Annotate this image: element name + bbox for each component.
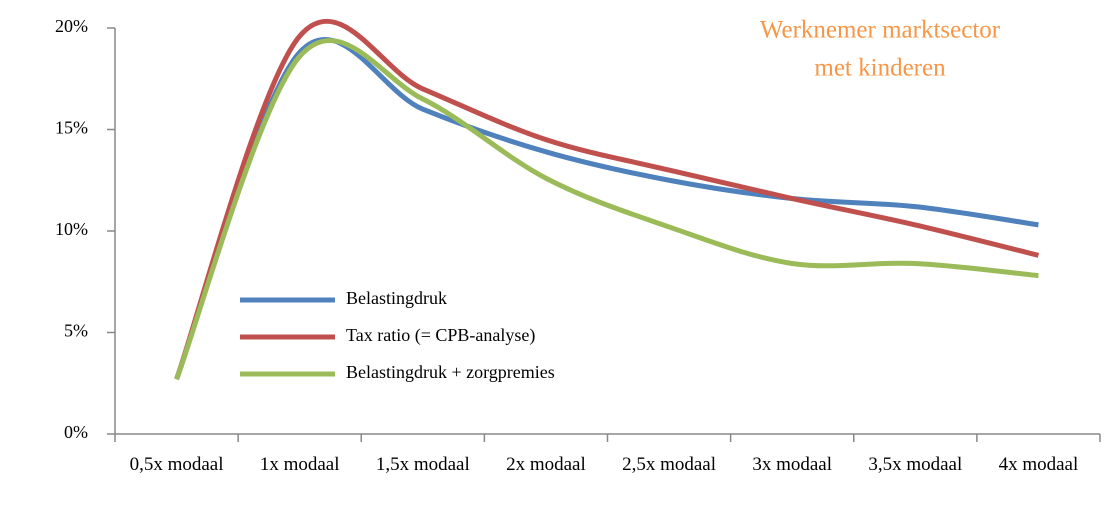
annotation: met kinderen xyxy=(814,55,946,82)
y-tick-label: 20% xyxy=(55,16,88,36)
series-line xyxy=(174,18,1040,381)
y-tick-label: 5% xyxy=(64,321,88,341)
x-tick-label: 1x modaal xyxy=(259,454,340,475)
annotation: Werknemer marktsector xyxy=(760,17,1001,44)
y-tick-label: 0% xyxy=(64,422,88,442)
x-tick-label: 2,5x modaal xyxy=(622,454,717,475)
series-line xyxy=(174,38,1039,381)
x-tick-label: 3x modaal xyxy=(752,454,833,475)
legend-label: Belastingdruk + zorgpremies xyxy=(346,362,555,382)
series-line xyxy=(174,36,1039,381)
x-tick-label: 1,5x modaal xyxy=(375,454,470,475)
legend-label: Belastingdruk xyxy=(346,288,447,308)
x-tick-label: 4x modaal xyxy=(998,454,1079,475)
y-tick-label: 15% xyxy=(55,118,88,138)
x-tick-label: 2x modaal xyxy=(506,454,586,475)
legend-label: Tax ratio (= CPB-analyse) xyxy=(346,325,535,346)
y-tick-label: 10% xyxy=(55,219,88,239)
x-tick-label: 3,5x modaal xyxy=(868,454,963,475)
x-tick-label: 0,5x modaal xyxy=(129,454,224,475)
